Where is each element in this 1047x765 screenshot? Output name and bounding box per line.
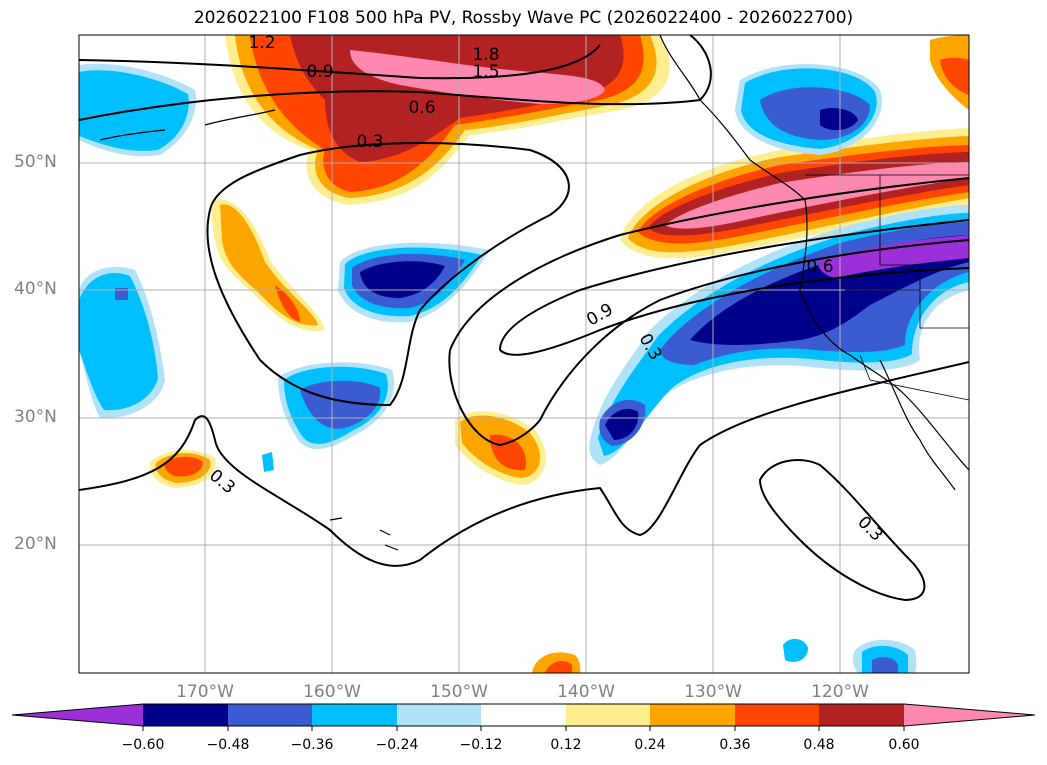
lat-label: 20°N	[14, 534, 57, 554]
colorbar-tick-label: −0.24	[375, 737, 419, 753]
map-title: 2026022100 F108 500 hPa PV, Rossby Wave …	[193, 8, 854, 28]
lat-label: 30°N	[14, 407, 57, 427]
colorbar-swatch	[735, 704, 819, 726]
lon-label: 120°W	[811, 682, 869, 702]
colorbar-tick-label: −0.12	[459, 737, 503, 753]
colorbar-tick-label: 0.60	[888, 737, 920, 753]
colorbar-swatch	[397, 704, 481, 726]
contour-label: 0.6	[408, 98, 435, 118]
colorbar-tick-label: −0.48	[206, 737, 250, 753]
lat-label: 40°N	[14, 279, 57, 299]
colorbar-swatch	[650, 704, 735, 726]
colorbar-tick-label: 0.12	[550, 737, 582, 753]
lon-label: 140°W	[557, 682, 615, 702]
colorbar-swatch	[566, 704, 650, 726]
lon-label: 170°W	[176, 682, 234, 702]
negative-anomaly-west	[79, 63, 917, 673]
colorbar	[11, 703, 1036, 731]
colorbar-swatch	[228, 704, 312, 726]
map-frame	[78, 34, 970, 674]
colorbar-extend-low	[12, 704, 143, 726]
colorbar-swatch	[312, 704, 397, 726]
contour-label: 0.9	[306, 62, 333, 82]
colorbar-swatch	[481, 704, 566, 726]
colorbar-extend-high	[904, 704, 1035, 726]
colorbar-tick-label: 0.36	[719, 737, 751, 753]
lon-label: 160°W	[303, 682, 361, 702]
lon-label: 130°W	[684, 682, 742, 702]
contour-label: 1.5	[472, 62, 499, 82]
lat-label: 50°N	[14, 152, 57, 172]
contour-label: 1.2	[248, 33, 275, 53]
borders	[805, 174, 969, 401]
colorbar-tick-label: −0.36	[290, 737, 334, 753]
contour-label: 1.8	[472, 45, 499, 65]
colorbar-swatch	[819, 704, 904, 726]
colorbar-swatch	[143, 704, 228, 726]
pv-contours	[79, 35, 969, 602]
coastlines	[99, 35, 969, 551]
colorbar-tick-label: 0.24	[634, 737, 666, 753]
contour-label: 0.3	[356, 132, 383, 152]
colorbar-tick-label: 0.48	[803, 737, 835, 753]
positive-anomaly-blobs	[149, 35, 969, 673]
lon-label: 150°W	[430, 682, 488, 702]
contour-label: 0.6	[806, 257, 833, 277]
colorbar-tick-label: −0.60	[121, 737, 165, 753]
